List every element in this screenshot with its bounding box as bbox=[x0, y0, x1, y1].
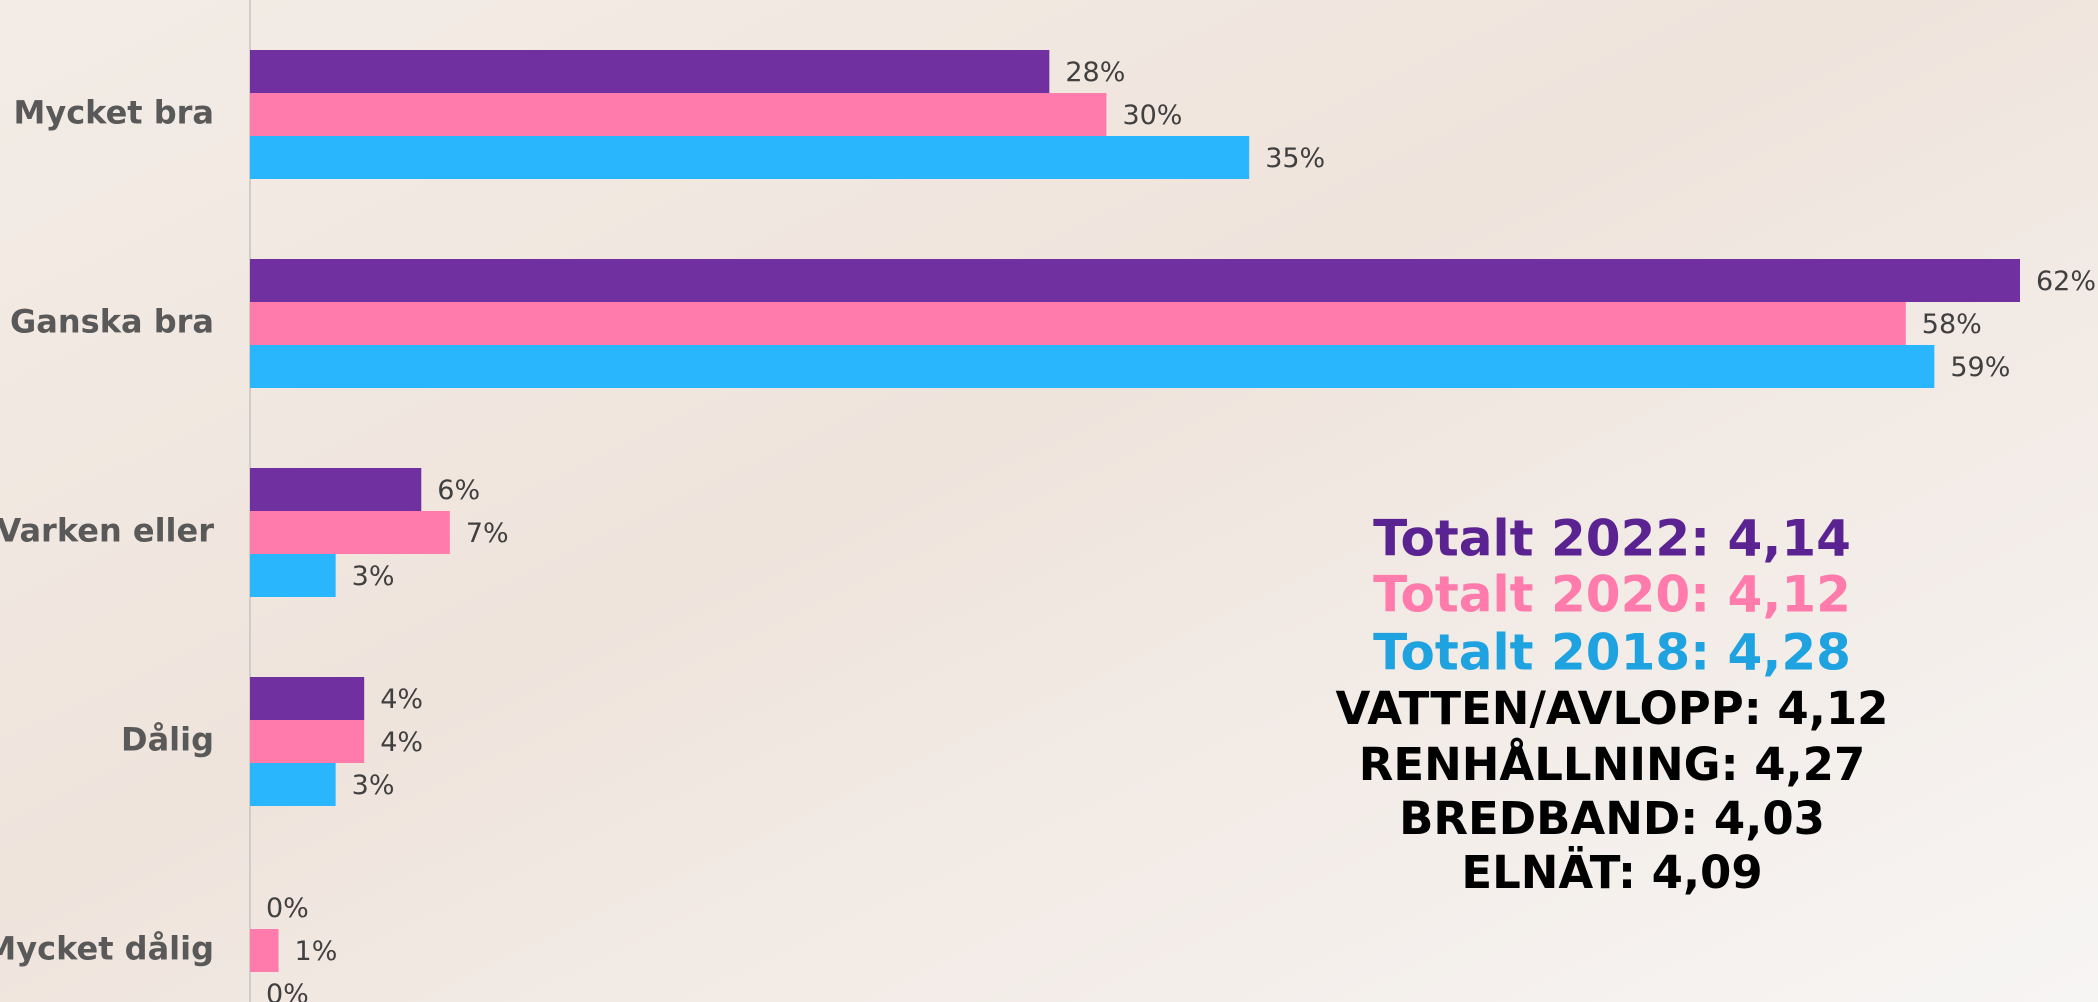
annotation: ELNÄT: 4,09 bbox=[1461, 846, 1762, 899]
bar bbox=[250, 259, 2020, 302]
bar bbox=[250, 136, 1249, 179]
value-label: 58% bbox=[1922, 309, 1982, 340]
bar bbox=[250, 93, 1106, 136]
bar bbox=[250, 511, 450, 554]
category-label: Mycket dålig bbox=[0, 930, 214, 968]
bar bbox=[250, 677, 364, 720]
category-label: Varken eller bbox=[0, 512, 214, 550]
value-label: 35% bbox=[1265, 143, 1325, 174]
annotation: Totalt 2018: 4,28 bbox=[1373, 624, 1851, 682]
value-label: 1% bbox=[295, 936, 338, 967]
value-label: 0% bbox=[266, 893, 309, 924]
category-label: Mycket bra bbox=[13, 94, 214, 132]
value-label: 28% bbox=[1065, 57, 1125, 88]
value-label: 62% bbox=[2036, 266, 2096, 297]
bar bbox=[250, 345, 1934, 388]
value-label: 3% bbox=[352, 770, 395, 801]
value-label: 6% bbox=[437, 475, 480, 506]
value-label: 59% bbox=[1950, 352, 2010, 383]
value-label: 4% bbox=[380, 727, 423, 758]
category-label: Ganska bra bbox=[10, 303, 214, 341]
value-label: 0% bbox=[266, 979, 309, 1002]
value-label: 7% bbox=[466, 518, 509, 549]
bar bbox=[250, 929, 279, 972]
chart: Mycket bra 28% 30% 35% Ganska bra 62% 58% 59% Va… bbox=[0, 0, 2098, 1002]
bar bbox=[250, 554, 336, 597]
bar bbox=[250, 468, 421, 511]
bar bbox=[250, 720, 364, 763]
annotation: RENHÅLLNING: 4,27 bbox=[1359, 738, 1866, 791]
value-label: 30% bbox=[1122, 100, 1182, 131]
bar bbox=[250, 50, 1049, 93]
page: Mycket bra 28% 30% 35% Ganska bra 62% 58% 59% Va… bbox=[0, 0, 2098, 1002]
annotation: Totalt 2022: 4,14 bbox=[1373, 510, 1851, 568]
value-label: 4% bbox=[380, 684, 423, 715]
annotation: Totalt 2020: 4,12 bbox=[1373, 566, 1851, 624]
bar bbox=[250, 763, 336, 806]
value-label: 3% bbox=[352, 561, 395, 592]
bar bbox=[250, 302, 1906, 345]
category-label: Dålig bbox=[121, 721, 214, 759]
annotation: VATTEN/AVLOPP: 4,12 bbox=[1336, 682, 1889, 735]
annotation: BREDBAND: 4,03 bbox=[1399, 792, 1825, 845]
